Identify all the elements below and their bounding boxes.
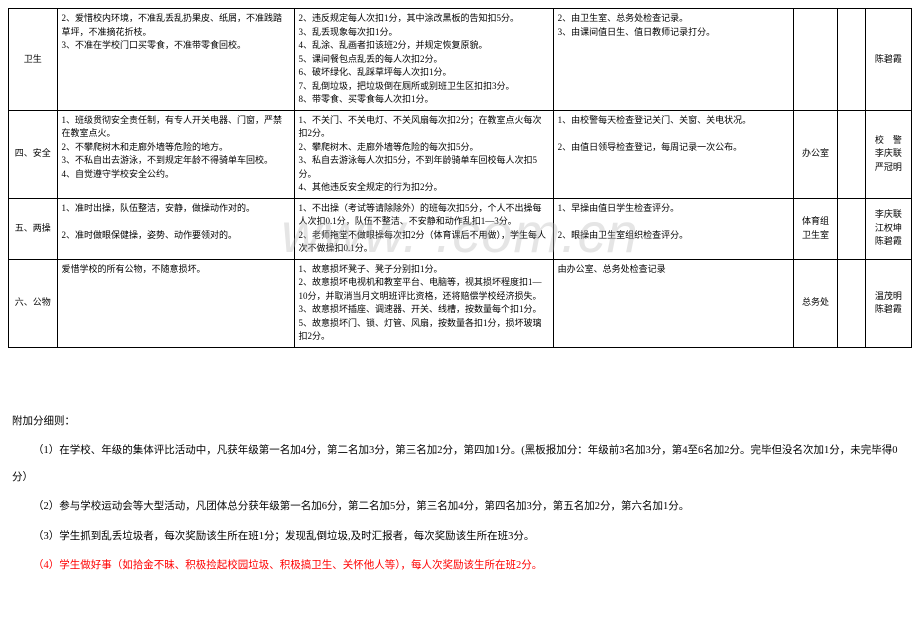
table-row: 四、安全 1、班级贯彻安全责任制，有专人开关电器、门窗，严禁在教室点火。2、不攀… [9,110,912,198]
addenda-item: （1）在学校、年级的集体评比活动中，凡获年级第一名加4分，第二名加3分，第三名加… [12,437,908,492]
method-cell: 1、由校警每天检查登记关门、关窗、关电状况。 2、由值日领导检查登记，每周记录一… [553,110,793,198]
method-cell: 1、早操由值日学生检查评分。 2、眼操由卫生室组织检查评分。 [553,198,793,259]
category-cell: 卫生 [9,9,58,111]
addenda-title: 附加分细则： [12,408,908,435]
criteria-cell: 1、故意损坏凳子、凳子分别扣1分。2、故意损坏电视机和教室平台、电脑等，视其损坏… [294,259,553,347]
addenda-item: （3）学生抓到乱丢垃圾者，每次奖励该生所在班1分；发现乱倒垃圾,及时汇报者，每次… [12,523,908,550]
method-cell: 2、由卫生室、总务处检查记录。3、由课间值日生、值日教师记录打分。 [553,9,793,111]
score-cell [838,259,866,347]
dept-cell: 总务处 [793,259,837,347]
addenda-item-red: （4）学生做好事（如拾金不昧、积极捡起校园垃圾、积极搞卫生、关怀他人等），每人次… [12,552,908,579]
addenda-item: （2）参与学校运动会等大型活动，凡团体总分获年级第一名加6分，第二名加5分，第三… [12,493,908,520]
table-row: 六、公物 爱惜学校的所有公物，不随意损坏。 1、故意损坏凳子、凳子分别扣1分。2… [9,259,912,347]
dept-cell [793,9,837,111]
rules-table: 卫生 2、爱惜校内环境，不准乱丢乱扔果皮、纸屑，不准践踏草坪，不准摘花折枝。3、… [8,8,912,348]
score-cell [838,9,866,111]
requirements-cell: 爱惜学校的所有公物，不随意损坏。 [57,259,294,347]
category-cell: 四、安全 [9,110,58,198]
method-cell: 由办公室、总务处检查记录 [553,259,793,347]
criteria-cell: 1、不关门、不关电灯、不关风扇每次扣2分；在教室点火每次扣2分。2、攀爬树木、走… [294,110,553,198]
table-row: 五、两操 1、准时出操，队伍整洁，安静，做操动作对的。 2、准时做眼保健操，姿势… [9,198,912,259]
score-cell [838,198,866,259]
dept-cell: 办公室 [793,110,837,198]
category-cell: 六、公物 [9,259,58,347]
resp-cell: 校 警李庆联严冠明 [865,110,911,198]
resp-cell: 温茂明陈碧霞 [865,259,911,347]
table-row: 卫生 2、爱惜校内环境，不准乱丢乱扔果皮、纸屑，不准践踏草坪，不准摘花折枝。3、… [9,9,912,111]
criteria-cell: 1、不出操（考试等请除除外）的班每次扣5分，个人不出操每人次扣0.1分，队伍不整… [294,198,553,259]
requirements-cell: 1、准时出操，队伍整洁，安静，做操动作对的。 2、准时做眼保健操，姿势、动作要领… [57,198,294,259]
requirements-cell: 2、爱惜校内环境，不准乱丢乱扔果皮、纸屑，不准践踏草坪，不准摘花折枝。3、不准在… [57,9,294,111]
requirements-cell: 1、班级贯彻安全责任制，有专人开关电器、门窗，严禁在教室点火。2、不攀爬树木和走… [57,110,294,198]
score-cell [838,110,866,198]
resp-cell: 李庆联江权坤陈碧霞 [865,198,911,259]
criteria-cell: 2、违反规定每人次扣1分，其中涂改黑板的告知扣5分。3、乱丢现象每次扣1分。4、… [294,9,553,111]
dept-cell: 体育组卫生室 [793,198,837,259]
resp-cell: 陈碧霞 [865,9,911,111]
addenda-section: 附加分细则： （1）在学校、年级的集体评比活动中，凡获年级第一名加4分，第二名加… [8,408,912,580]
category-cell: 五、两操 [9,198,58,259]
